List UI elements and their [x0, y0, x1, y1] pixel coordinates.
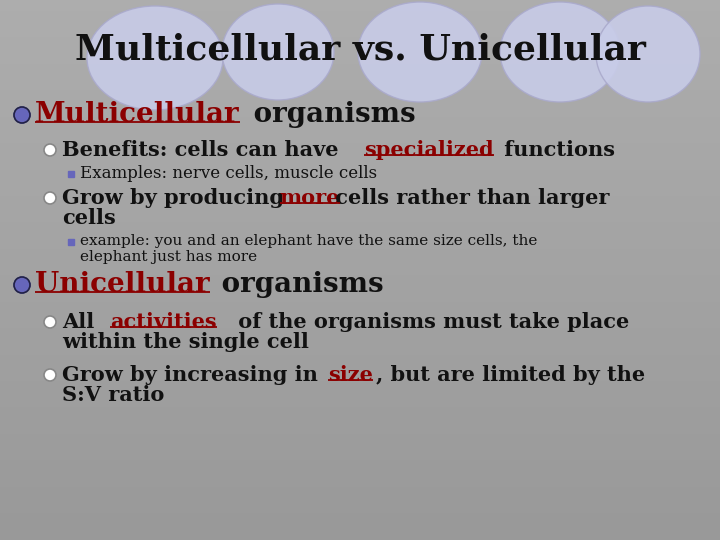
- Text: elephant just has more: elephant just has more: [80, 250, 257, 264]
- Circle shape: [44, 316, 56, 328]
- Circle shape: [44, 144, 56, 156]
- Bar: [68, 171, 74, 177]
- Circle shape: [14, 107, 30, 123]
- Text: cells: cells: [62, 208, 116, 228]
- Circle shape: [44, 192, 56, 204]
- Text: Multicellular: Multicellular: [35, 102, 240, 129]
- Ellipse shape: [222, 4, 334, 100]
- Text: Multicellular vs. Unicellular: Multicellular vs. Unicellular: [75, 33, 645, 67]
- Text: of the organisms must take place: of the organisms must take place: [231, 312, 629, 332]
- Text: size: size: [328, 365, 373, 385]
- Text: organisms: organisms: [212, 272, 384, 299]
- Text: Unicellular: Unicellular: [35, 272, 210, 299]
- Text: example: you and an elephant have the same size cells, the: example: you and an elephant have the sa…: [80, 234, 537, 248]
- Text: Grow by producing: Grow by producing: [62, 188, 292, 208]
- Circle shape: [14, 277, 30, 293]
- Ellipse shape: [596, 6, 700, 102]
- Ellipse shape: [500, 2, 620, 102]
- Text: activities: activities: [110, 312, 217, 332]
- Text: All: All: [62, 312, 102, 332]
- Text: organisms: organisms: [245, 102, 416, 129]
- Text: , but are limited by the: , but are limited by the: [376, 365, 645, 385]
- Text: more: more: [279, 188, 340, 208]
- Text: within the single cell: within the single cell: [62, 332, 309, 352]
- Bar: [68, 239, 74, 245]
- Text: functions: functions: [497, 140, 615, 160]
- Circle shape: [44, 369, 56, 381]
- Text: specialized: specialized: [364, 140, 494, 160]
- Ellipse shape: [358, 2, 482, 102]
- Ellipse shape: [87, 6, 223, 110]
- Text: S:V ratio: S:V ratio: [62, 385, 164, 405]
- Text: Benefits: cells can have: Benefits: cells can have: [62, 140, 346, 160]
- Text: Grow by increasing in: Grow by increasing in: [62, 365, 325, 385]
- Text: cells rather than larger: cells rather than larger: [328, 188, 609, 208]
- Text: Examples: nerve cells, muscle cells: Examples: nerve cells, muscle cells: [80, 165, 377, 181]
